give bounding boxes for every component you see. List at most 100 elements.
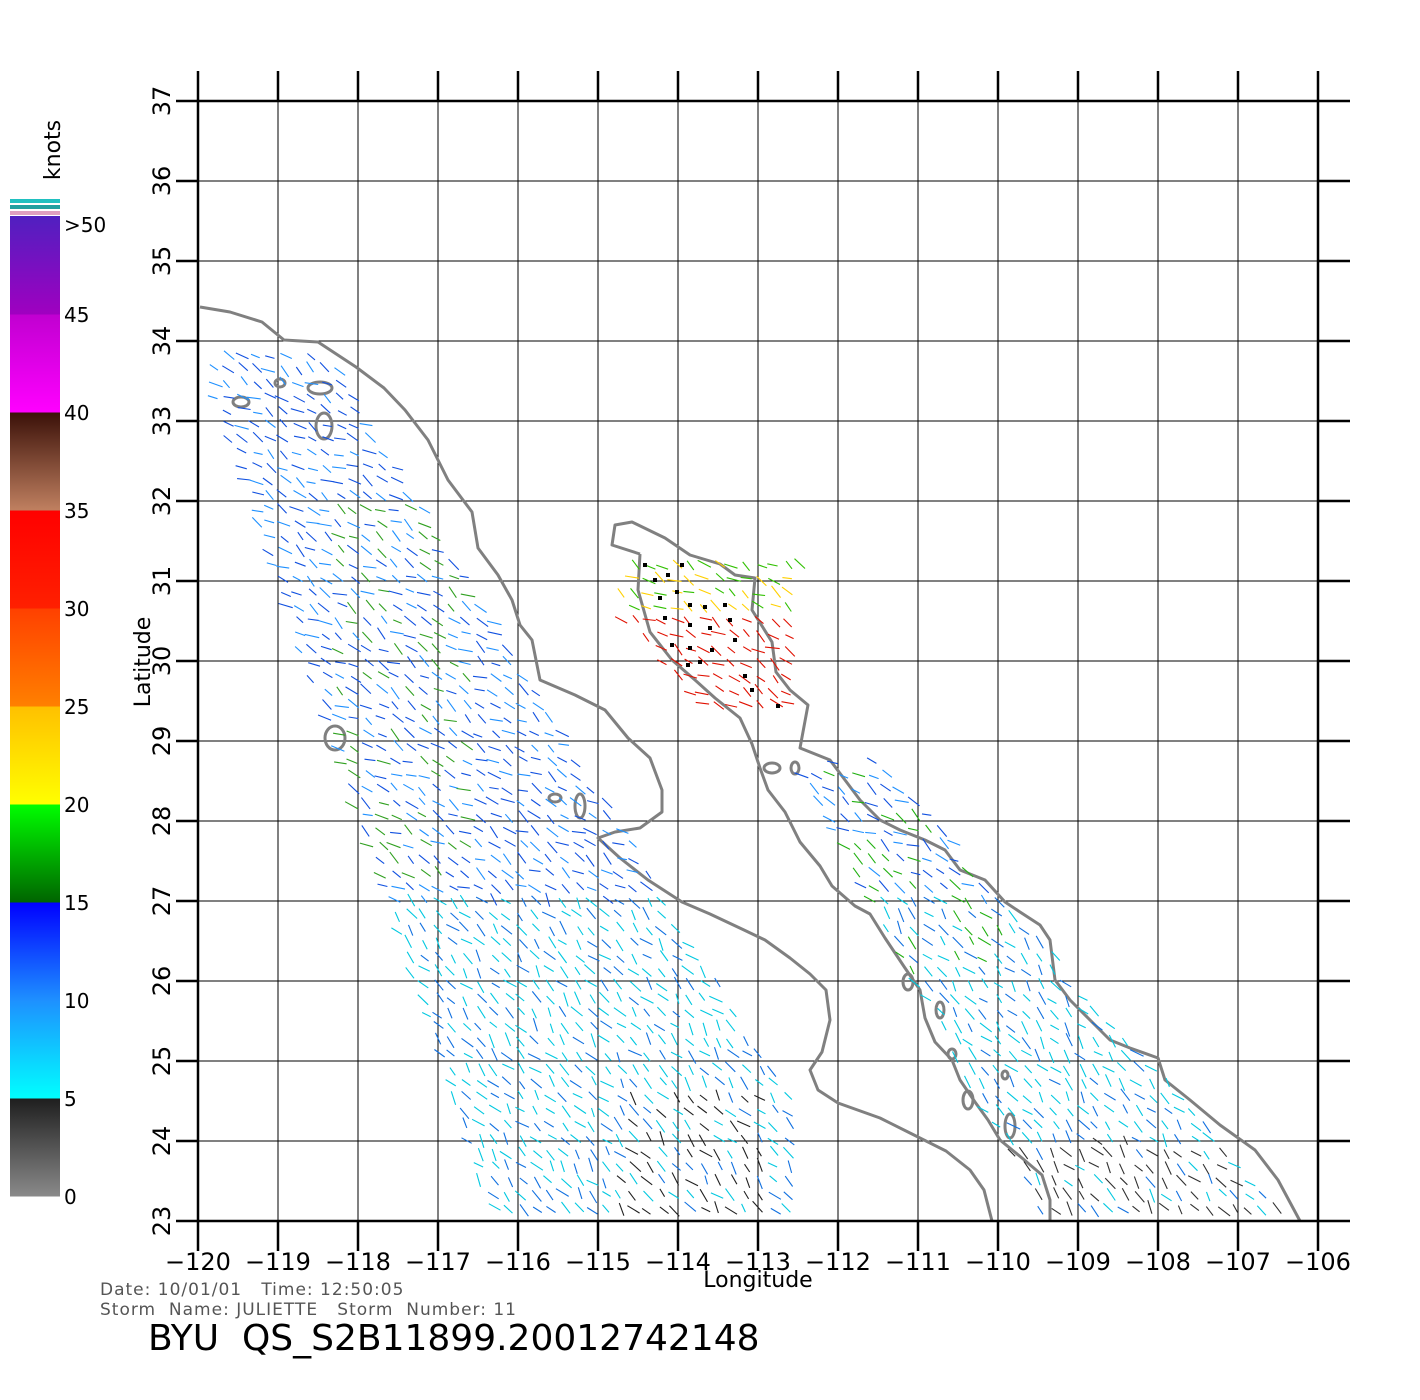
wind-vector — [335, 661, 346, 664]
wind-vector — [600, 869, 613, 875]
wind-vector — [291, 464, 305, 471]
wind-vector — [555, 841, 569, 846]
wind-vector — [597, 1107, 610, 1117]
wind-vector — [1066, 1201, 1073, 1216]
wind-vector — [613, 966, 624, 976]
wind-vector — [365, 770, 376, 778]
wind-vector — [921, 813, 932, 816]
wind-vector — [433, 727, 446, 736]
wind-vector — [980, 1049, 991, 1057]
wind-vector — [671, 1066, 683, 1077]
wind-vector — [670, 658, 683, 667]
wind-vector — [407, 893, 416, 907]
colorbar-label: 25 — [64, 695, 89, 719]
wind-vector — [863, 895, 876, 903]
wind-vector — [728, 1077, 734, 1089]
wind-vector — [476, 1037, 486, 1048]
wind-vector — [293, 422, 307, 430]
wind-vector — [1020, 968, 1032, 977]
wind-vector — [347, 698, 360, 709]
wind-vector — [696, 645, 710, 654]
wind-vector — [246, 396, 261, 400]
wind-vector — [420, 895, 428, 904]
wind-vector — [1190, 1203, 1200, 1212]
wind-vector — [644, 1094, 654, 1104]
wind-vector — [320, 448, 330, 456]
wind-vector — [883, 798, 893, 808]
wind-vector — [1092, 1137, 1103, 1145]
wind-vector — [602, 1138, 613, 1145]
wind-vector — [1022, 1095, 1032, 1104]
wind-vector-dot — [643, 563, 647, 567]
wind-vector — [586, 786, 595, 794]
wind-vector — [754, 1094, 766, 1101]
wind-vector — [936, 825, 948, 837]
wind-vector — [514, 1190, 527, 1201]
wind-vector — [616, 921, 625, 932]
wind-vector — [714, 560, 726, 568]
wind-vector — [530, 756, 541, 761]
wind-vector — [447, 937, 458, 945]
wind-vector — [631, 909, 636, 921]
wind-vector — [488, 1063, 498, 1077]
wind-vector — [405, 800, 419, 810]
wind-vector — [391, 574, 401, 584]
wind-vector — [617, 1064, 628, 1075]
wind-vector — [521, 897, 527, 907]
wind-vector — [587, 1121, 595, 1133]
wind-vector — [528, 884, 541, 893]
wind-vector — [585, 1052, 598, 1061]
wind-vector — [319, 562, 332, 566]
wind-vector — [1118, 1163, 1125, 1175]
wind-vector — [547, 1134, 557, 1140]
wind-vector — [1176, 1163, 1186, 1176]
wind-vector — [647, 897, 653, 907]
wind-vector — [1090, 1121, 1098, 1129]
wind-vector — [653, 605, 667, 610]
wind-vector — [685, 629, 696, 639]
wind-vector — [1034, 1078, 1042, 1087]
wind-vector — [1059, 1147, 1072, 1158]
wind-vector — [547, 771, 557, 783]
wind-vector — [684, 1076, 691, 1092]
wind-vector — [293, 490, 307, 499]
wind-vector — [548, 936, 557, 949]
wind-vector — [434, 1032, 442, 1045]
wind-vector — [346, 544, 360, 555]
wind-vector — [533, 1150, 543, 1159]
wind-vector — [486, 689, 498, 697]
wind-vector — [941, 908, 947, 920]
wind-vector — [530, 1078, 543, 1089]
wind-vector — [625, 1147, 639, 1155]
wind-vector — [1202, 1163, 1210, 1175]
wind-vector — [1006, 1091, 1019, 1102]
wind-vector — [629, 1036, 638, 1046]
wind-vector — [1076, 1133, 1085, 1140]
wind-vector — [391, 773, 403, 777]
wind-vector — [545, 1189, 554, 1201]
wind-vector — [1105, 1022, 1116, 1030]
wind-vector — [304, 382, 319, 386]
wind-vector — [602, 1191, 611, 1197]
wind-vector — [477, 1148, 484, 1162]
wind-vector — [657, 1006, 666, 1017]
wind-vector — [333, 732, 346, 736]
wind-vector — [906, 844, 920, 847]
wind-vector — [598, 953, 612, 961]
wind-vector — [588, 1157, 594, 1172]
wind-vector — [628, 897, 641, 909]
wind-vector — [1077, 1177, 1084, 1189]
wind-vector — [809, 782, 820, 795]
wind-vector — [941, 1020, 947, 1031]
wind-vector — [617, 1095, 628, 1102]
wind-vector — [1053, 1187, 1060, 1199]
wind-vector — [1171, 1093, 1185, 1101]
wind-vector — [514, 746, 525, 753]
wind-vector — [278, 406, 288, 415]
wind-vector — [434, 979, 444, 991]
wind-vector — [555, 1188, 569, 1197]
wind-vector — [599, 908, 610, 917]
wind-vector — [711, 616, 720, 628]
wind-vector — [377, 883, 388, 888]
